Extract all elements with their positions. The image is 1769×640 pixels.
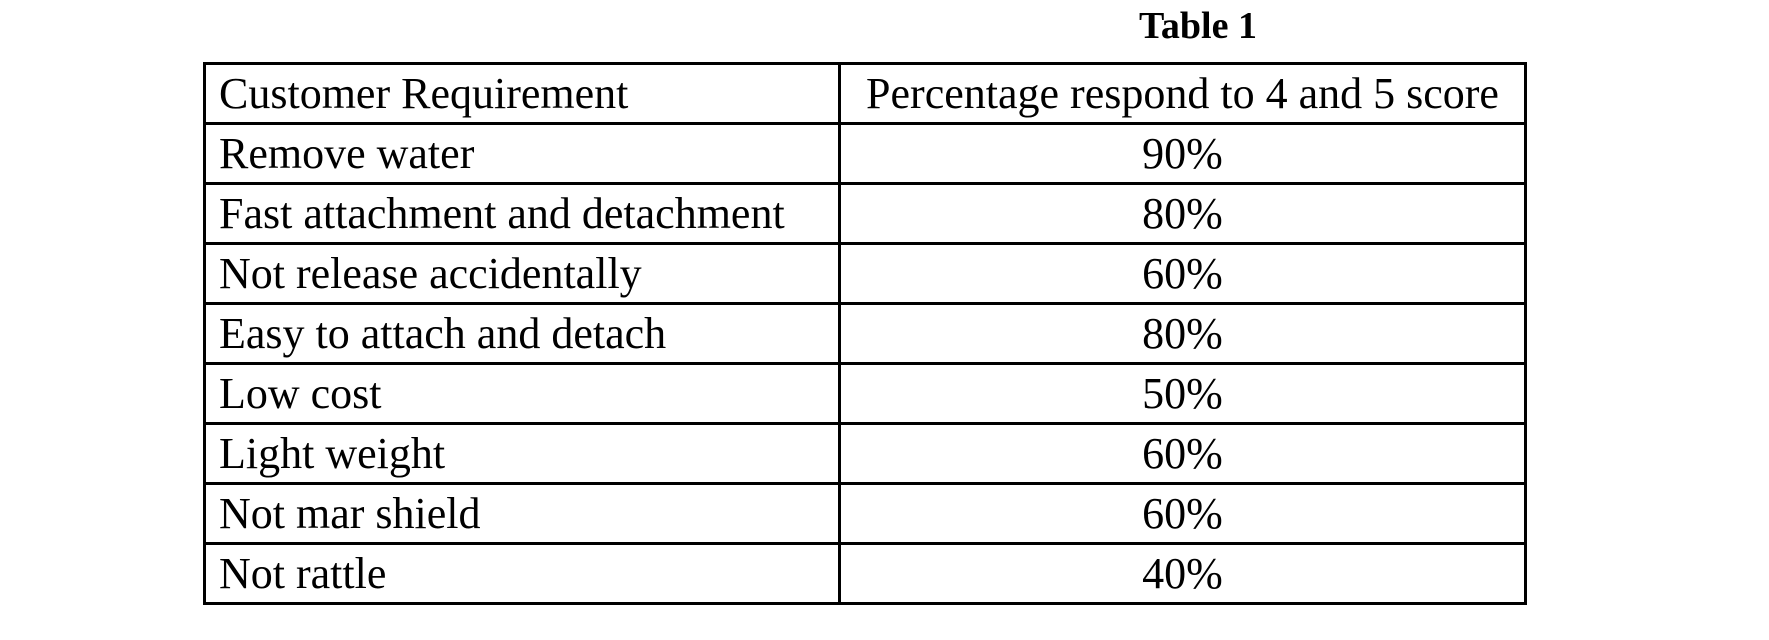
cell-percentage: 60%	[838, 482, 1527, 545]
cell-percentage: 50%	[838, 362, 1527, 425]
cell-percentage: 80%	[838, 182, 1527, 245]
cell-requirement: Remove water	[203, 122, 841, 185]
cell-requirement: Low cost	[203, 362, 841, 425]
table-row: Not mar shield 60%	[203, 482, 1527, 545]
cell-requirement: Not mar shield	[203, 482, 841, 545]
cell-percentage: 60%	[838, 242, 1527, 305]
table-row: Light weight 60%	[203, 422, 1527, 485]
cell-requirement: Fast attachment and detachment	[203, 182, 841, 245]
header-customer-requirement: Customer Requirement	[203, 62, 841, 125]
table-row: Fast attachment and detachment 80%	[203, 182, 1527, 245]
cell-percentage: 80%	[838, 302, 1527, 365]
customer-requirements-table: Customer Requirement Percentage respond …	[203, 62, 1527, 605]
cell-percentage: 90%	[838, 122, 1527, 185]
cell-requirement: Light weight	[203, 422, 841, 485]
cell-percentage: 40%	[838, 542, 1527, 605]
cell-percentage: 60%	[838, 422, 1527, 485]
table-row: Low cost 50%	[203, 362, 1527, 425]
cell-requirement: Not rattle	[203, 542, 841, 605]
table-title: Table 1	[1139, 5, 1257, 47]
cell-requirement: Not release accidentally	[203, 242, 841, 305]
header-row: Customer Requirement Percentage respond …	[203, 62, 1527, 125]
header-percentage-score: Percentage respond to 4 and 5 score	[838, 62, 1527, 125]
cell-requirement: Easy to attach and detach	[203, 302, 841, 365]
table-row: Easy to attach and detach 80%	[203, 302, 1527, 365]
table-row: Not release accidentally 60%	[203, 242, 1527, 305]
table-row: Not rattle 40%	[203, 542, 1527, 605]
table-row: Remove water 90%	[203, 122, 1527, 185]
